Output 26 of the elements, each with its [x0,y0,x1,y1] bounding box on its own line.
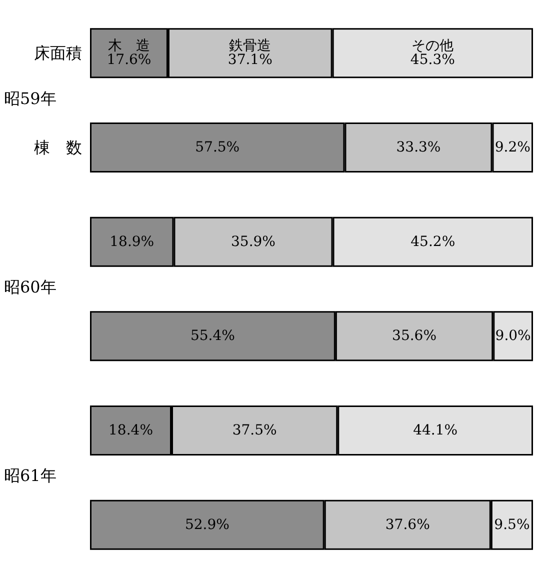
series-label: 木 造 [108,38,150,54]
data-label: 33.3% [396,140,441,156]
data-label: 44.1% [413,422,458,438]
data-label: 45.2% [410,234,456,250]
data-label: 9.5% [494,516,530,533]
data-label: 18.9% [110,234,154,250]
data-label: 35.6% [392,328,437,344]
data-label: 35.9% [231,234,276,250]
data-label: 55.4% [190,328,235,344]
data-label: 9.0% [495,328,531,344]
text: 昭61年 [4,466,56,486]
series-label: 鉄骨造 [229,38,272,54]
data-label: 17.6% [106,52,152,68]
text: 昭59年 [4,88,56,108]
y-tick-label: 床面積 [34,44,82,63]
data-label: 37.1% [228,52,272,68]
data-label: 37.5% [232,422,277,438]
y-tick-label: 棟 数 [34,138,82,157]
data-label: 57.5% [195,140,240,156]
data-label: 9.2% [494,140,530,156]
data-label: 45.3% [410,52,455,68]
text: 昭60年 [4,278,56,296]
data-label: 52.9% [184,516,230,533]
data-label: 18.4% [108,422,153,438]
series-label: その他 [412,38,454,54]
data-label: 37.6% [385,516,430,533]
